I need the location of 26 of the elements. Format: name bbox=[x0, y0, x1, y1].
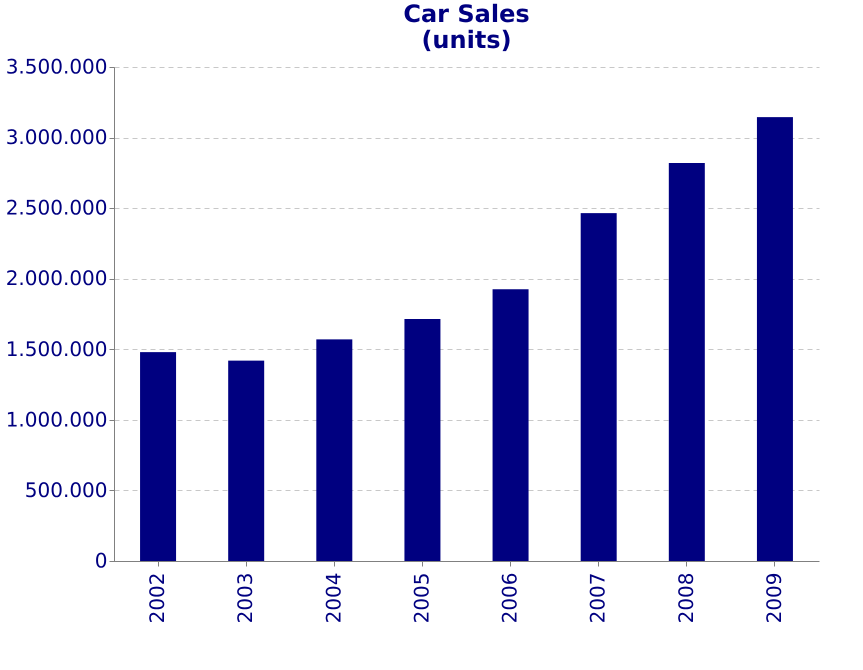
y-tick-label: 2.500.000 bbox=[6, 196, 108, 220]
bar bbox=[140, 352, 176, 561]
y-tick-label: 1.000.000 bbox=[6, 407, 108, 432]
y-tick-label: 1.500.000 bbox=[6, 336, 108, 361]
bar bbox=[316, 339, 352, 561]
text: Car Sales bbox=[403, 0, 530, 28]
x-tick-label: 2008 bbox=[674, 572, 698, 624]
x-tick-label: 2004 bbox=[321, 572, 346, 624]
bar bbox=[404, 318, 440, 561]
bar bbox=[668, 162, 705, 561]
y-tick-label: 3.000.000 bbox=[6, 125, 108, 150]
x-tick-label: 2007 bbox=[586, 572, 610, 624]
y-tick-label: 0 bbox=[94, 548, 108, 572]
x-tick-label: 2009 bbox=[762, 572, 786, 624]
bar bbox=[492, 289, 529, 561]
bar bbox=[228, 360, 264, 561]
text: (units) bbox=[421, 26, 512, 54]
y-tick-label: 500.000 bbox=[24, 478, 108, 502]
bar bbox=[580, 213, 617, 561]
bar bbox=[756, 117, 793, 561]
x-tick-label: 2006 bbox=[498, 572, 522, 624]
y-tick-label: 3.500.000 bbox=[6, 54, 108, 78]
x-tick-label: 2005 bbox=[409, 572, 434, 624]
y-tick-label: 2.000.000 bbox=[6, 266, 108, 290]
x-tick-label: 2002 bbox=[145, 572, 170, 624]
x-tick-label: 2003 bbox=[233, 572, 258, 624]
